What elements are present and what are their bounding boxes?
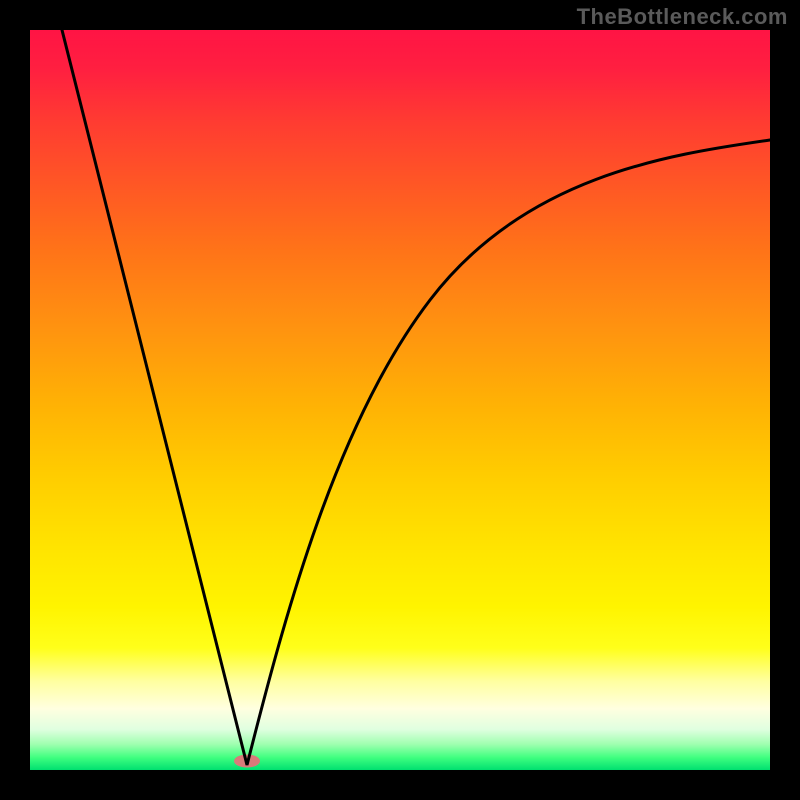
curve-layer: [0, 0, 800, 800]
bottleneck-curve: [62, 30, 770, 765]
chart-container: { "canvas": { "width": 800, "height": 80…: [0, 0, 800, 800]
watermark-text: TheBottleneck.com: [577, 4, 788, 30]
